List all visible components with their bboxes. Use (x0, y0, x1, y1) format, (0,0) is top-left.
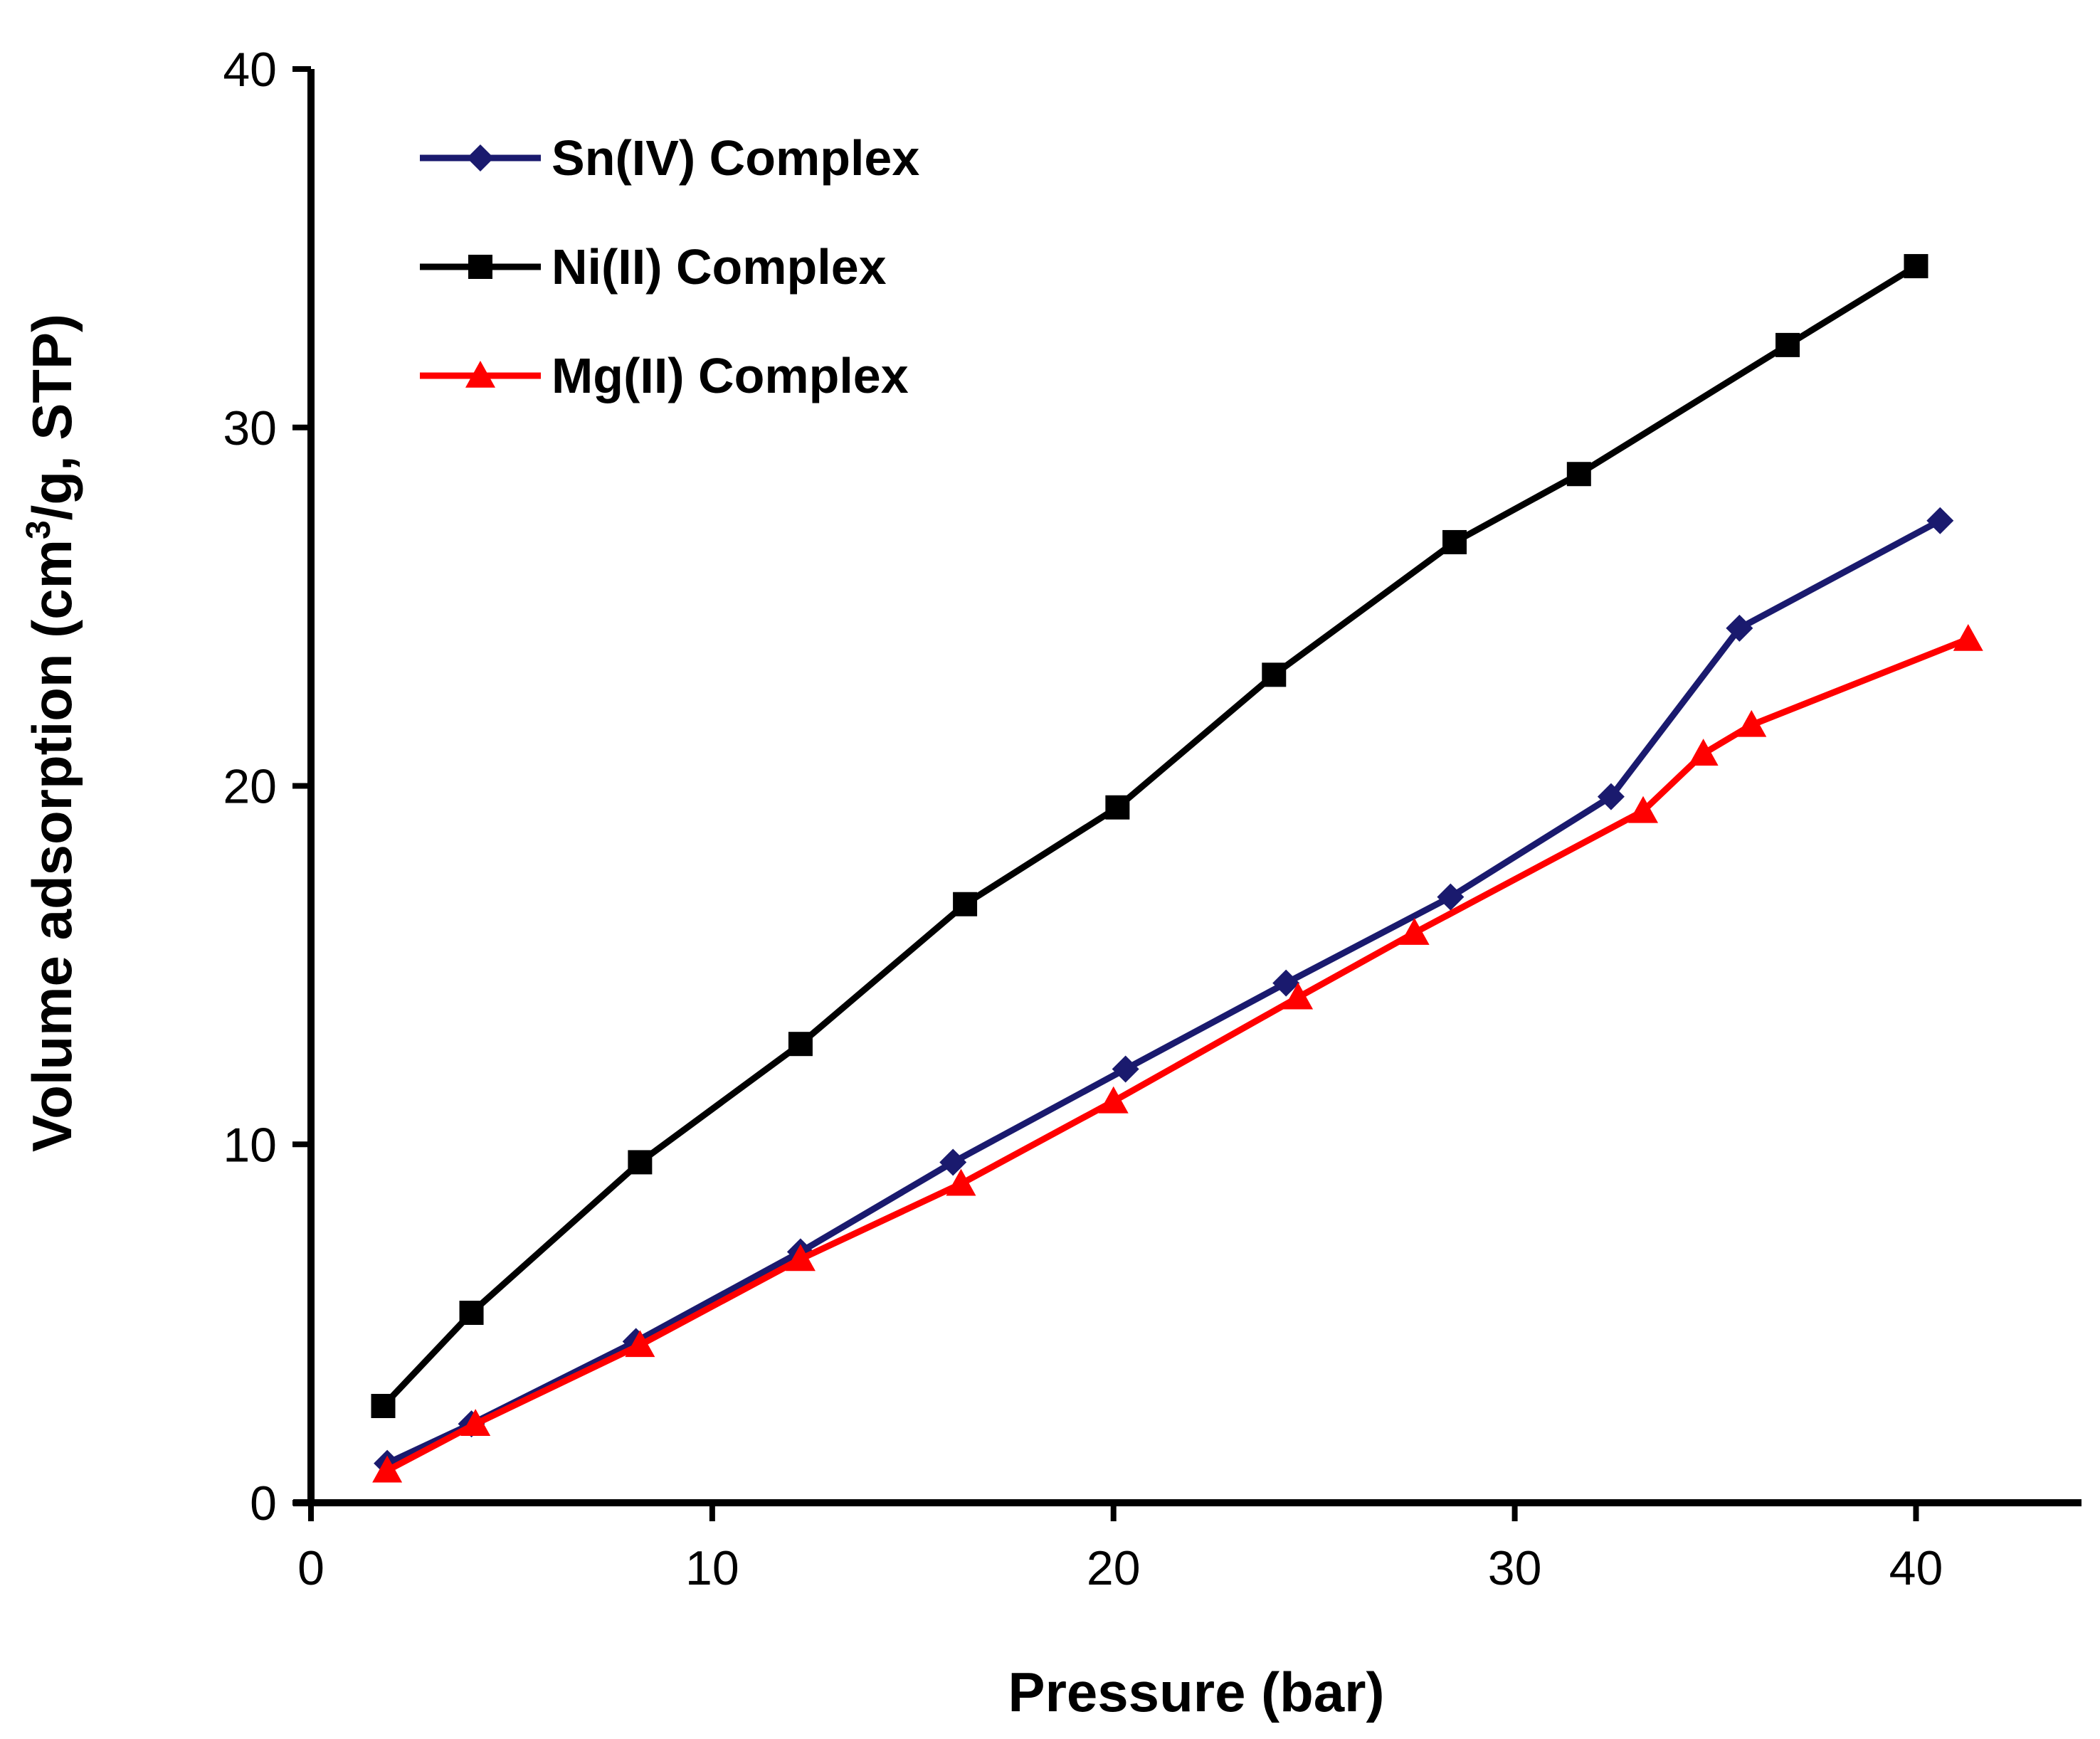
data-point (1098, 1086, 1129, 1114)
y-tick-label: 30 (223, 401, 277, 455)
series-niii (371, 254, 1928, 1418)
y-tick-label: 10 (223, 1118, 277, 1172)
x-tick-label: 10 (685, 1541, 739, 1595)
data-point (939, 1148, 967, 1176)
legend-item: Mg(II) Complex (420, 348, 909, 403)
legend-marker (465, 361, 495, 388)
data-point (1437, 883, 1465, 911)
y-axis-title: Volume adsorption (cm3/g, STP) (20, 314, 83, 1152)
x-ticks: 0 10 20 30 40 (297, 1503, 1943, 1595)
legend-label: Sn(IV) Complex (552, 130, 919, 186)
data-point (1262, 662, 1287, 687)
data-point (788, 1032, 813, 1057)
legend: Sn(IV) Complex Ni(II) Complex Mg(II) Compl… (420, 130, 919, 403)
data-point (625, 1330, 655, 1358)
x-tick-label: 40 (1889, 1541, 1943, 1595)
legend-item: Ni(II) Complex (420, 239, 887, 295)
data-point (1597, 783, 1625, 810)
data-point (1688, 739, 1719, 766)
data-point (1283, 982, 1314, 1010)
data-point (1105, 795, 1130, 820)
data-point (628, 1150, 653, 1175)
legend-label: Ni(II) Complex (552, 239, 887, 295)
data-point (1566, 462, 1591, 487)
data-point (372, 1455, 403, 1483)
y-tick-label: 20 (223, 760, 277, 814)
data-point (1272, 969, 1300, 997)
data-point (1112, 1055, 1139, 1083)
data-point (1442, 529, 1467, 554)
y-axis-title-superscript: 3 (20, 520, 58, 539)
data-point (1775, 332, 1800, 357)
data-point (953, 892, 978, 916)
legend-label: Mg(II) Complex (552, 348, 909, 403)
y-axis-title-main: Volume adsorption (cm (21, 539, 83, 1152)
legend-marker (467, 144, 494, 171)
data-point (459, 1301, 484, 1326)
data-point (946, 1168, 976, 1196)
y-ticks: 0 10 20 30 40 (223, 43, 311, 1531)
data-point (1399, 918, 1430, 945)
series-mgii (372, 623, 1983, 1483)
data-point (785, 1244, 816, 1272)
data-point (1926, 507, 1954, 534)
data-point (371, 1393, 396, 1418)
legend-item: Sn(IV) Complex (420, 130, 919, 186)
data-point (1726, 614, 1753, 642)
series-layer (371, 254, 1983, 1483)
x-tick-label: 20 (1087, 1541, 1141, 1595)
data-point (1736, 709, 1767, 737)
data-point (1953, 623, 1983, 651)
x-tick-label: 0 (297, 1541, 325, 1595)
y-tick-label: 40 (223, 43, 277, 97)
x-tick-label: 30 (1488, 1541, 1542, 1595)
series-line (385, 635, 1970, 1474)
y-tick-label: 0 (250, 1476, 277, 1531)
data-point (1904, 254, 1928, 279)
x-axis-title: Pressure (bar) (1008, 1661, 1385, 1723)
y-axis-title-unit: /g, STP) (21, 314, 83, 520)
data-point (460, 1409, 491, 1436)
legend-marker (468, 255, 492, 279)
data-point (1628, 796, 1659, 823)
